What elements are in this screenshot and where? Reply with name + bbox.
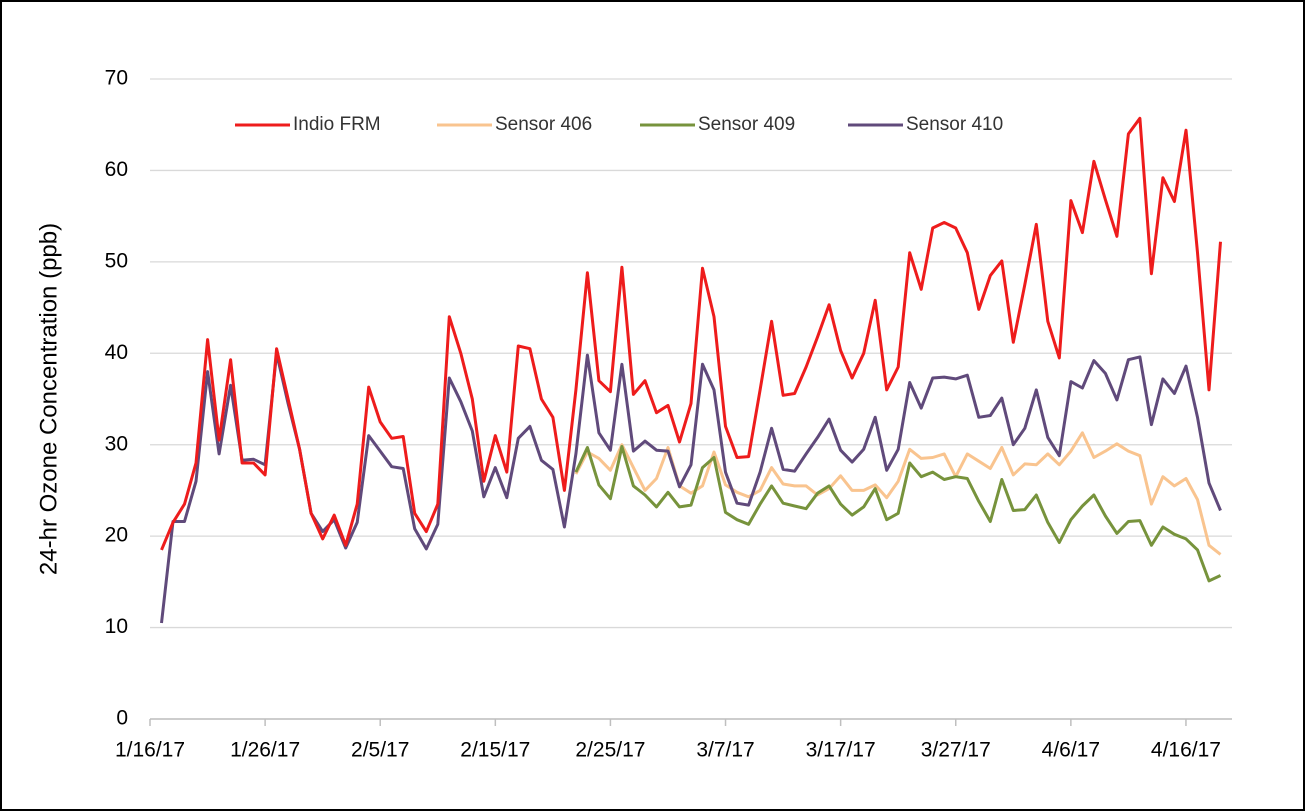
y-axis-label: 24-hr Ozone Concentration (ppb) (35, 223, 62, 575)
line-series (160, 116, 1222, 551)
x-tick-label: 3/27/17 (921, 739, 991, 762)
y-tick-label: 40 (105, 341, 128, 364)
y-tick-label: 0 (116, 707, 128, 730)
x-tick-label: 2/5/17 (351, 739, 409, 762)
legend-label: Indio FRM (293, 114, 381, 135)
y-tick-label: 20 (105, 524, 128, 547)
x-tick-label: 1/26/17 (230, 739, 300, 762)
x-tick-label: 3/17/17 (806, 739, 876, 762)
x-tick-label: 2/15/17 (460, 739, 530, 762)
line-series (574, 445, 1222, 583)
x-tick-label: 2/25/17 (575, 739, 645, 762)
legend-label: Sensor 406 (495, 114, 592, 135)
y-tick-label: 10 (105, 615, 128, 638)
x-tick-label: 4/16/17 (1151, 739, 1221, 762)
legend-label: Sensor 409 (698, 114, 795, 135)
y-tick-label: 70 (105, 67, 128, 90)
x-tick-label: 1/16/17 (115, 739, 185, 762)
x-tick-label: 4/6/17 (1042, 739, 1100, 762)
line-series (574, 431, 1222, 556)
y-tick-label: 30 (105, 432, 128, 455)
y-tick-label: 60 (105, 158, 128, 181)
x-tick-label: 3/7/17 (696, 739, 754, 762)
legend-label: Sensor 410 (906, 114, 1003, 135)
y-tick-label: 50 (105, 249, 128, 272)
